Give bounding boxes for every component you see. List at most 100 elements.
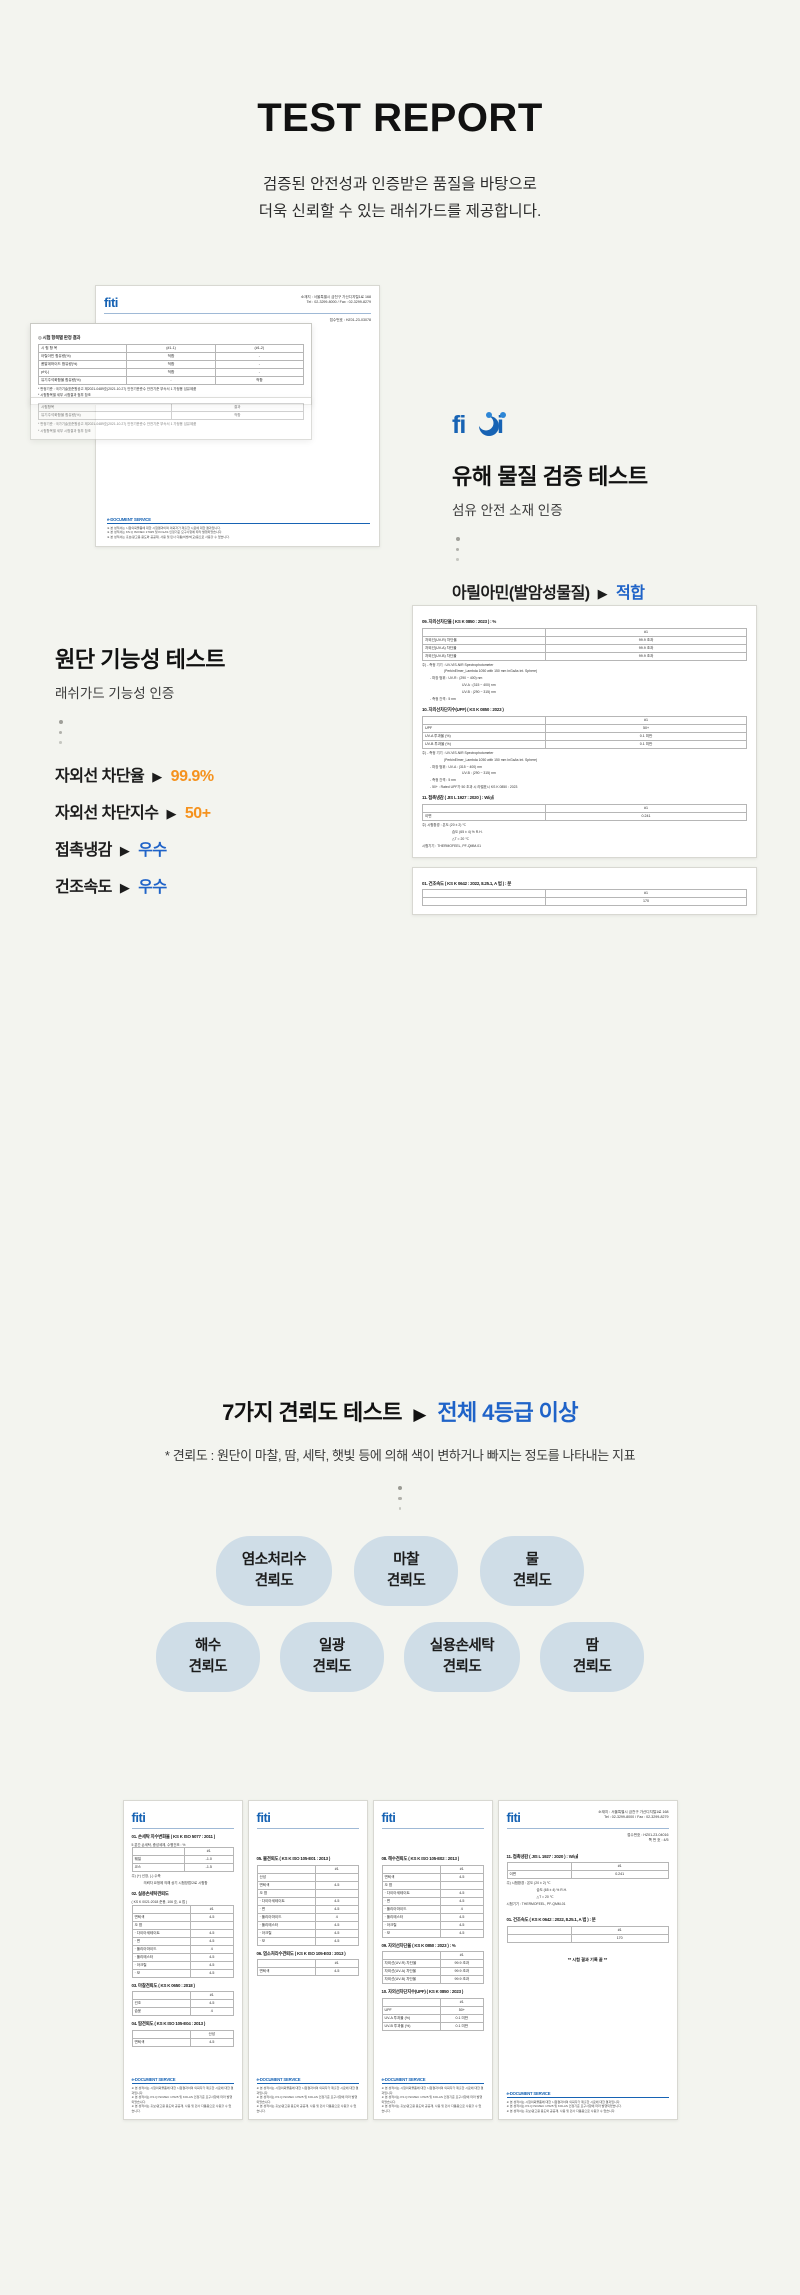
decorative-dots (397, 1486, 403, 1511)
hero-subtitle-line-2: 더욱 신뢰할 수 있는 래쉬가드를 제공합니다. (258, 203, 542, 221)
table-row: · 폴리에스터 4-5 (381, 1912, 484, 1922)
chip-line-2: 견뢰도 (312, 1659, 352, 1676)
result-value: 50+ (184, 805, 211, 823)
table-row: 웨일 -1.0 (131, 1855, 234, 1865)
cell: 0.1 미만 (440, 2013, 484, 2023)
arrow-icon: ▶ (152, 769, 162, 785)
fastness-chip[interactable]: 땀 견뢰도 (540, 1622, 645, 1693)
cell: 4-5 (440, 1912, 484, 1922)
svg-text:fi: fi (452, 411, 465, 439)
fabric-subtitle: 래쉬가드 기능성 인증 (55, 686, 175, 701)
fastness-chip[interactable]: 마찰 견뢰도 (354, 1536, 459, 1607)
document-footer: e-DOCUMENT SERVICE ※ 본 성적서는 시험의뢰물품에 대한 시… (107, 517, 370, 539)
block-note: 주) - 측정 기기 : UV-VIS-NIR Spectrophotomete… (422, 750, 494, 755)
cell: 4-5 (440, 1896, 484, 1906)
col-header (421, 803, 547, 813)
fastness-note: * 견뢰도 : 원단이 마찰, 땀, 세탁, 햇빛 등에 의해 색이 변하거나 … (164, 1448, 636, 1463)
document-meta: 소재지 : 서울특별시 금천구 가산디지털1로 168 Tel : 02-329… (300, 295, 371, 305)
col-header: #1 (190, 1904, 234, 1914)
doc-table: #1 170 (506, 1925, 669, 1943)
cell (315, 1872, 359, 1882)
col-header: #1 (545, 803, 747, 813)
col-header: #1 (190, 1991, 234, 2001)
cell: - (214, 351, 305, 361)
divider (256, 1828, 359, 1829)
harmful-secondary-table: 시험항목 결과 유기주석화합물 함유량(%) 적합 (38, 403, 304, 420)
footer-title: e-DOCUMENT SERVICE (256, 2077, 301, 2083)
fastness-chip[interactable]: 염소처리수 견뢰도 (215, 1536, 333, 1607)
cell: 99.9 초과 (440, 1967, 484, 1976)
cell: · 폴리에스터 (256, 1920, 317, 1930)
cell: 4-5 (440, 1888, 484, 1898)
table-row: · 다이아세테이트 4-5 (256, 1896, 359, 1906)
cell: 건조 (131, 1999, 192, 2009)
arrow-icon: ▶ (597, 586, 608, 602)
table-row: 폼알데하이드 함유량(%) 적합 - (37, 359, 305, 369)
doc-table: #1 자외선(UV-R) 차단율 99.9 초과 자외선(UV-A) 차단율 99.… (381, 1951, 484, 1984)
report-page-3: fiti 08. 해수견뢰도 ( KS K ISO 105-E02 : 2013… (372, 1800, 493, 2120)
footer-line: ※ 본 성적서는 KS Q ISO/IEC 17025 및 KOLAS 인정기준… (107, 530, 223, 534)
table-row: · 모 4-5 (256, 1936, 359, 1946)
table-row: · 면 4-5 (381, 1896, 484, 1906)
cell: 4-5 (315, 1928, 359, 1938)
footer-divider (131, 2083, 234, 2084)
cell: - (126, 375, 216, 385)
table-row: 이면 0.241 (421, 811, 747, 821)
harmful-title: 유해 물질 검증 테스트 (452, 464, 648, 489)
table-row: · 폴리아마이드 4 (131, 1944, 234, 1954)
cell: · 폴리에스터 (131, 1952, 192, 1962)
harmful-subtitle: 섬유 안전 소재 인증 (452, 503, 563, 518)
fastness-chip[interactable]: 일광 견뢰도 (279, 1622, 384, 1693)
cell: 4 (315, 1912, 359, 1922)
doc-table: #1 변퇴색 4-5 (256, 1959, 359, 1976)
cell: · 아크릴 (131, 1960, 192, 1970)
fastness-title-main: 7가지 견뢰도 테스트 (222, 1400, 402, 1425)
footer-line: ※ 본 성적서는 홍보/광고용 용도와 공공재, 사용 및 민사 다툼용으로 사… (381, 2104, 482, 2113)
table-row: 170 (421, 897, 747, 906)
cell: 오 염 (131, 1920, 192, 1930)
table-row: 170 (506, 1933, 669, 1943)
cell: 이면 (506, 1870, 572, 1880)
cell: 99.9 초과 (440, 1959, 484, 1968)
footer-line: ※ 본 성적서는 KS Q ISO/IEC 17025 및 KOLAS 인정기준… (131, 2095, 233, 2104)
harmful-test-report-document: fiti 소재지 : 서울특별시 금천구 가산디지털1로 168 Tel : 0… (30, 285, 380, 547)
cell: · 다이아세테이트 (131, 1928, 192, 1938)
cell (440, 1880, 484, 1890)
fastness-chip[interactable]: 해수 견뢰도 (155, 1622, 260, 1693)
cell: - (214, 367, 305, 377)
block-subheading: ( KS K 0021:2018 준용, 106 호, A 법 ) (131, 1899, 188, 1904)
chip-line-2: 견뢰도 (188, 1659, 228, 1676)
footer-line: ※ 본 성적서는 KS Q ISO/IEC 17025 및 KOLAS 인정기준… (506, 2104, 622, 2108)
fastness-chip[interactable]: 물 견뢰도 (480, 1536, 585, 1607)
cell: 4 (190, 1944, 234, 1954)
result-value: 우수 (138, 842, 167, 860)
cell: 4-5 (315, 1880, 359, 1890)
footer-divider (107, 522, 370, 524)
document-strip: fiti 01. 손세탁 치수변화율 ( KS K ISO 5077 : 201… (0, 1800, 800, 2120)
col-header (421, 627, 547, 637)
hero-section: TEST REPORT 검증된 안전성과 인증받은 품질을 바탕으로 더욱 신뢰… (0, 0, 800, 225)
col-header: 시험항목 (38, 403, 172, 412)
cell (315, 1888, 359, 1898)
doc-table: #1 건조 4-5 습윤 4 (131, 1991, 234, 2017)
footer-title: e-DOCUMENT SERVICE (107, 516, 151, 522)
block-heading: 01. 건조속도 ( KS K 0642 : 2022, 8.25.1, A 법… (506, 1917, 596, 1923)
document-footer: e-DOCUMENT SERVICE ※ 본 성적서는 시험의뢰물품에 대한 시… (256, 2077, 359, 2113)
table-footnote-1: * 판정기준 : 국가기술표준원공고 제2021-0489호(2021.10.2… (38, 386, 197, 391)
table-row: 변퇴색 4-5 (381, 1872, 484, 1882)
cell: 적합 (170, 411, 304, 420)
cell: 4-5 (315, 1967, 359, 1976)
chip-line-1: 염소처리수 (241, 1552, 307, 1569)
table-row: · 모 4-5 (131, 1968, 234, 1978)
table-row: 변퇴색 4-5 (256, 1880, 359, 1890)
result-label: 자외선 차단율 (55, 768, 145, 786)
cell: 0.1 미만 (440, 2021, 484, 2031)
col-header (421, 715, 547, 725)
report-page-2: fiti 05. 물견뢰도 ( KS K ISO 105-E01 : 2013 … (247, 1800, 368, 2120)
fastness-chip[interactable]: 실용손세탁 견뢰도 (403, 1622, 521, 1693)
footer-divider (506, 2096, 669, 2098)
table-row: 습윤 4 (131, 2007, 234, 2017)
cell: 0.241 (545, 811, 747, 821)
block-note: 시험기기 : THERMOFEEL, PF-QMM-01 (506, 1902, 566, 1907)
block-heading: 02. 실용손세탁견뢰도 (131, 1891, 169, 1897)
